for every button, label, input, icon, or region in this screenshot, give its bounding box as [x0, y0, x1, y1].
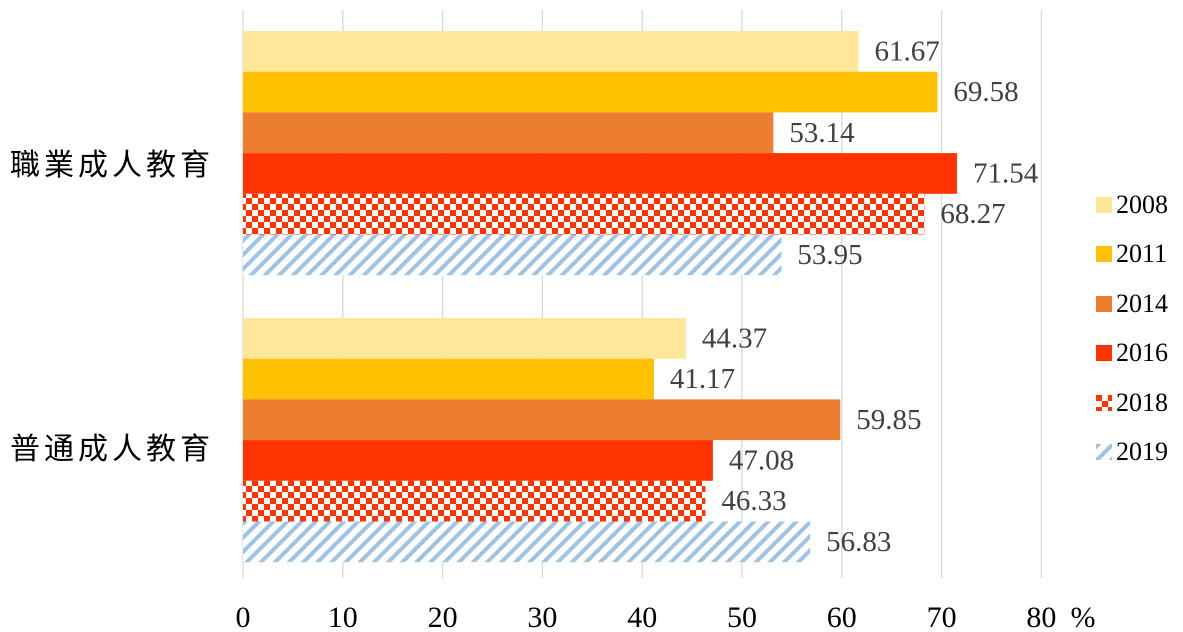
legend-item-2016: 2016	[1096, 329, 1168, 379]
bar-2016-1	[243, 440, 713, 481]
data-label: 59.85	[856, 404, 921, 436]
x-tick-label: 20	[428, 601, 458, 632]
legend-label: 2019	[1116, 437, 1168, 467]
legend-label: 2011	[1116, 239, 1168, 269]
legend-swatch	[1096, 196, 1112, 213]
x-tick-label: 0	[236, 601, 251, 632]
legend-swatch	[1096, 246, 1112, 263]
data-label: 46.33	[721, 485, 786, 517]
bar-2008-1	[243, 318, 686, 359]
bars	[243, 31, 957, 563]
bar-2019-1	[243, 521, 811, 563]
legend: 2008 2011 2014 2016 2018 2019	[1096, 180, 1168, 477]
data-label: 69.58	[953, 76, 1018, 108]
data-label: 47.08	[729, 444, 794, 476]
legend-label: 2018	[1116, 387, 1168, 417]
x-tick-label: 10	[328, 601, 358, 632]
bar-2008-0	[243, 31, 859, 72]
x-tick-label: 30	[527, 601, 557, 632]
legend-swatch	[1096, 295, 1112, 312]
data-label: 71.54	[973, 157, 1039, 189]
data-label: 41.17	[670, 363, 735, 395]
x-tick-labels: 0 10 20 30 40 50 60 70 80%	[236, 601, 1096, 632]
data-label: 53.95	[797, 239, 862, 271]
data-label: 53.14	[789, 117, 855, 149]
legend-item-2014: 2014	[1096, 279, 1168, 329]
legend-label: 2016	[1116, 338, 1168, 368]
x-axis-unit: %	[1071, 601, 1096, 632]
bar-2014-1	[243, 399, 841, 441]
legend-item-2008: 2008	[1096, 180, 1168, 230]
legend-swatch	[1096, 394, 1112, 411]
x-tick-label: 60	[827, 601, 857, 632]
x-tick-label: 80	[1026, 601, 1056, 632]
legend-swatch	[1096, 345, 1112, 362]
legend-label: 2008	[1116, 189, 1168, 219]
legend-label: 2014	[1116, 288, 1168, 318]
bar-2011-0	[243, 71, 938, 113]
data-labels: 61.67 69.58 53.14 71.54 68.27 53.95 44.37 41.17…	[670, 35, 1039, 558]
category-label-vocational: 職業成人教育	[10, 148, 214, 183]
x-tick-label: 50	[727, 601, 757, 632]
data-label: 56.83	[826, 526, 891, 558]
legend-item-2018: 2018	[1096, 378, 1168, 428]
data-label: 68.27	[940, 198, 1005, 230]
category-label-general: 普通成人教育	[10, 432, 214, 467]
legend-swatch	[1096, 444, 1112, 461]
bar-2016-0	[243, 153, 957, 194]
bar-2018-0	[243, 193, 925, 235]
x-tick-label: 40	[627, 601, 657, 632]
bar-2019-0	[243, 234, 782, 276]
legend-item-2011: 2011	[1096, 230, 1168, 280]
bar-2018-1	[243, 480, 706, 522]
data-label: 61.67	[874, 35, 939, 67]
bar-2014-0	[243, 112, 774, 154]
x-tick-label: 70	[927, 601, 957, 632]
legend-item-2019: 2019	[1096, 428, 1168, 478]
bar-2011-1	[243, 358, 654, 400]
data-label: 44.37	[702, 322, 767, 354]
